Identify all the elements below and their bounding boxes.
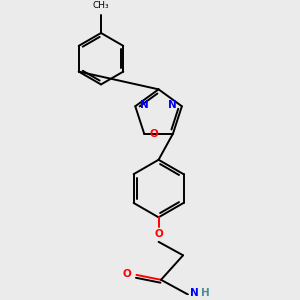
Text: N: N [190,288,199,298]
Text: O: O [149,129,158,139]
Text: N: N [140,100,149,110]
Text: N: N [168,100,177,110]
Text: O: O [154,230,163,239]
Text: O: O [123,269,132,279]
Text: H: H [201,288,210,298]
Text: CH₃: CH₃ [93,1,109,10]
